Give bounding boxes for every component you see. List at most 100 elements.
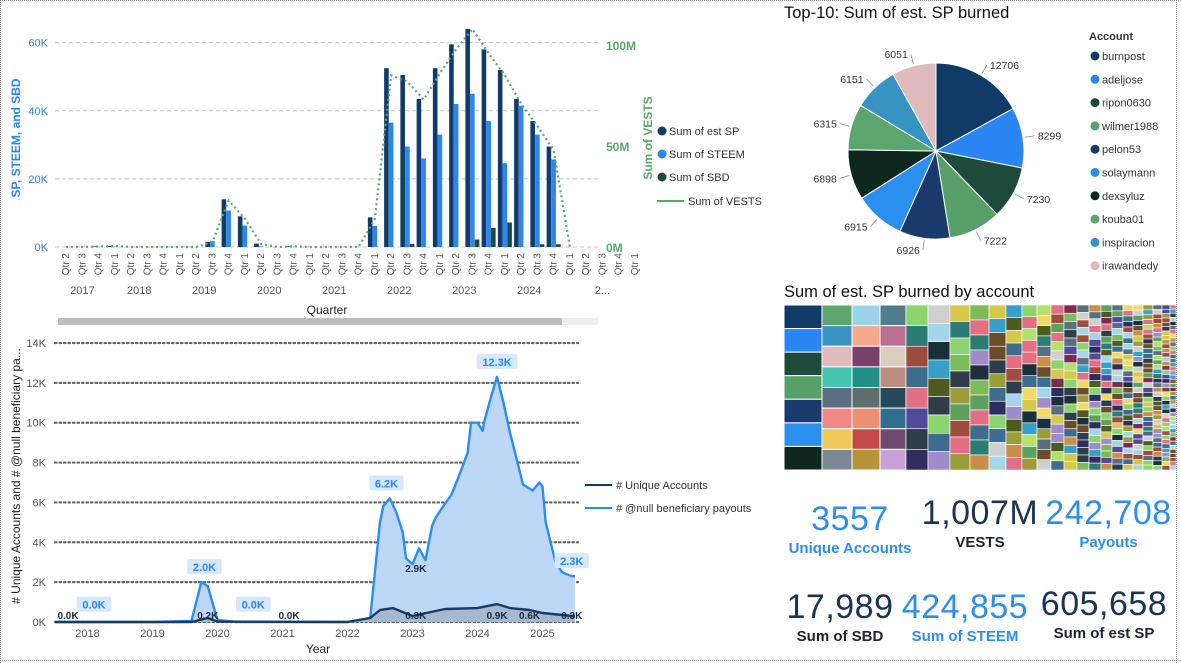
x-tick-label: Qtr 2 (516, 253, 527, 276)
treemap-tile (1111, 363, 1124, 371)
treemap-tile (1088, 449, 1102, 457)
x-tick-label: Qtr 1 (370, 253, 381, 276)
treemap-tile (1152, 313, 1163, 320)
horizontal-scrollbar-thumb[interactable] (58, 318, 562, 325)
treemap-tile (1088, 325, 1102, 333)
treemap-tile (1076, 462, 1090, 470)
treemap-tile (1088, 332, 1102, 340)
treemap-tile (1122, 326, 1134, 333)
treemap-tile (1122, 398, 1134, 405)
treemap-tile (1076, 454, 1090, 463)
treemap-tile (1169, 403, 1176, 409)
x-tick-label: Qtr 4 (289, 253, 300, 276)
bar (518, 105, 524, 247)
kpi-label: Unique Accounts (788, 540, 912, 557)
treemap-tile (969, 349, 990, 366)
treemap-tile (1076, 387, 1090, 396)
treemap-tile (1100, 444, 1113, 452)
treemap-tile (969, 379, 990, 396)
bar (481, 49, 487, 247)
treemap-tile (1152, 423, 1163, 430)
treemap-tile (1161, 348, 1171, 354)
treemap-tile (969, 394, 990, 411)
top10-pie-chart[interactable]: 12706 8299 7230 7222 6926 6915 6898 6315 6151 605… (784, 24, 1180, 294)
treemap-tile (879, 407, 907, 430)
treemap-tile (969, 305, 990, 321)
legend-label: irawandedy (1102, 261, 1159, 273)
treemap-tile (1132, 454, 1144, 460)
treemap-tile (784, 328, 823, 353)
treemap-tile (1152, 355, 1163, 361)
treemap-tile (1036, 449, 1052, 460)
treemap-tile (1152, 414, 1163, 420)
y-tick-label: 8K (33, 458, 47, 470)
treemap-tile (1100, 330, 1113, 338)
treemap-tile (1169, 436, 1176, 442)
treemap-tile (1036, 387, 1052, 399)
treemap-tile (1169, 325, 1176, 331)
treemap-tile (1142, 445, 1154, 451)
treemap-tile (1088, 442, 1102, 450)
treemap-tile (1111, 446, 1124, 453)
x-tick-label: Qtr 4 (419, 253, 430, 276)
treemap-tile (1050, 433, 1065, 443)
treemap-tile (1152, 465, 1163, 470)
treemap-tile (1122, 436, 1134, 443)
treemap-tile (1036, 407, 1052, 419)
treemap-tile (1088, 407, 1102, 416)
y-tick-label: 4K (33, 537, 47, 549)
treemap-tile (1142, 367, 1154, 374)
x-year-label: 2023 (452, 285, 476, 297)
treemap-tile (1050, 460, 1065, 470)
bar (486, 120, 491, 247)
treemap-tile (879, 428, 907, 450)
treemap-tile (1088, 435, 1102, 443)
pie-title: Top-10: Sum of est. SP burned (784, 4, 1010, 22)
treemap-tile (1122, 442, 1134, 449)
data-label: 12.3K (482, 357, 511, 369)
treemap-tile (1161, 443, 1171, 449)
kpi-label: Sum of est SP (1053, 625, 1155, 642)
treemap-tile (1076, 357, 1090, 366)
treemap-tile (1100, 355, 1113, 363)
data-label: 2.0K (193, 562, 216, 574)
quarterly-combo-chart[interactable]: 0K 20K 40K 60K 0M 50M 100M Qtr 2 Qtr 3 Qtr 4 Qtr 1… (0, 0, 780, 330)
treemap-tile (1100, 393, 1113, 401)
treemap-tile (1063, 337, 1078, 347)
x-tick-label: 2023 (400, 628, 424, 640)
yearly-area-chart[interactable]: 0.0K0.0K2.0K0.2K0.0K0.0K6.2K2.9K0.3K12.3… (0, 328, 780, 663)
treemap-tile (1111, 375, 1124, 382)
treemap-tile (1063, 411, 1078, 421)
x-year-label: 2020 (257, 285, 281, 297)
treemap-tile (1063, 378, 1078, 388)
treemap-tile (905, 366, 929, 388)
treemap-tile (784, 351, 823, 377)
treemap-tile (1122, 458, 1134, 465)
treemap-tile (1005, 355, 1023, 369)
treemap[interactable] (784, 305, 1176, 470)
series-line (55, 602, 575, 624)
treemap-tile (1063, 370, 1078, 380)
treemap-tile (927, 305, 951, 324)
treemap-tile (1161, 317, 1171, 323)
treemap-tile (1142, 387, 1154, 393)
x-tick-label: Qtr 3 (337, 253, 348, 276)
treemap-tile (1169, 370, 1176, 376)
treemap-tile (1132, 418, 1144, 424)
data-label: 2.3K (560, 556, 583, 568)
treemap-tile (988, 373, 1007, 388)
treemap-tile (1088, 400, 1102, 409)
treemap-tile (1076, 394, 1090, 403)
treemap-tile (1132, 371, 1144, 378)
pie-value-label: 8299 (1038, 131, 1062, 143)
treemap-tile (905, 305, 929, 326)
treemap-tile (1169, 374, 1176, 380)
treemap-tile (1142, 333, 1154, 340)
legend-title: Account (1089, 31, 1133, 43)
treemap-tile (1100, 463, 1113, 470)
treemap-tile (1142, 309, 1154, 315)
treemap-tile (1036, 325, 1052, 337)
treemap-tile (1132, 464, 1144, 470)
treemap-tile (1100, 336, 1113, 344)
treemap-tile (1122, 414, 1134, 421)
